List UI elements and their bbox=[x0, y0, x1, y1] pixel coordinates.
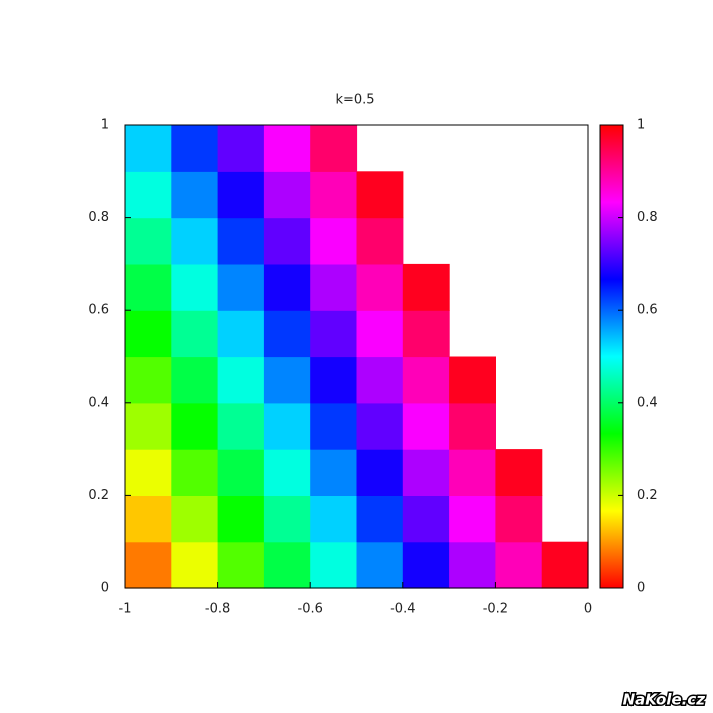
heatmap-cell bbox=[356, 449, 404, 496]
watermark: NaKole.cz bbox=[623, 691, 706, 709]
heatmap-cell bbox=[356, 310, 404, 358]
heatmap-cell bbox=[356, 541, 404, 589]
heatmap-cell bbox=[125, 263, 172, 311]
heatmap-cell bbox=[495, 541, 543, 589]
heatmap-cell bbox=[125, 217, 172, 265]
x-tick-label: -0.2 bbox=[483, 602, 508, 617]
heatmap-cell bbox=[217, 217, 265, 265]
heatmap-cell bbox=[263, 171, 311, 219]
heatmap-cell bbox=[449, 541, 496, 589]
heatmap-cell bbox=[356, 402, 404, 450]
x-tick-label: -0.6 bbox=[298, 602, 323, 617]
heatmap-cell bbox=[171, 125, 219, 172]
heatmap-cell bbox=[217, 402, 265, 450]
colorbar bbox=[599, 124, 624, 589]
y-tick-label: 0.2 bbox=[88, 488, 109, 503]
heatmap-cell bbox=[263, 495, 311, 543]
y-tick-label: 0.4 bbox=[88, 395, 109, 410]
colorbar-tick-label: 0.8 bbox=[637, 210, 658, 225]
heatmap-cell bbox=[263, 310, 311, 358]
heatmap-cell bbox=[125, 310, 172, 358]
heatmap-cell bbox=[171, 217, 219, 265]
heatmap-cell bbox=[171, 310, 219, 358]
chart-title: k=0.5 bbox=[335, 93, 374, 108]
heatmap-cell bbox=[125, 402, 172, 450]
heatmap-cell bbox=[171, 495, 219, 543]
heatmap-cell bbox=[310, 495, 358, 543]
heatmap-cell bbox=[356, 356, 404, 404]
heatmap-cell bbox=[171, 449, 219, 496]
heatmap-cell bbox=[217, 310, 265, 358]
x-tick-label: -1 bbox=[119, 602, 132, 617]
heatmap-cell bbox=[402, 356, 450, 404]
heatmap-cell bbox=[356, 171, 404, 219]
heatmap-cell bbox=[263, 217, 311, 265]
heatmap-cell bbox=[263, 125, 311, 172]
heatmap-cell bbox=[310, 356, 358, 404]
x-tick-label: 0 bbox=[584, 602, 592, 617]
colorbar-tick-label: 0.4 bbox=[637, 395, 658, 410]
heatmap-cell bbox=[125, 356, 172, 404]
x-tick-label: -0.8 bbox=[205, 602, 230, 617]
heatmap-cell bbox=[310, 449, 358, 496]
heatmap-cell bbox=[541, 541, 589, 589]
heatmap-cell bbox=[263, 356, 311, 404]
heatmap-cell bbox=[449, 495, 496, 543]
heatmap-cell bbox=[217, 356, 265, 404]
heatmap-cell bbox=[310, 171, 358, 219]
x-tick-label: -0.4 bbox=[390, 602, 415, 617]
heatmap-cell bbox=[125, 495, 172, 543]
heatmap-cell bbox=[125, 449, 172, 496]
heatmap-cell bbox=[171, 171, 219, 219]
heatmap-cell bbox=[263, 449, 311, 496]
colorbar-tick-label: 1 bbox=[637, 118, 645, 133]
heatmap-cell bbox=[402, 541, 450, 589]
y-tick-label: 1 bbox=[101, 118, 109, 133]
heatmap-cell bbox=[125, 171, 172, 219]
heatmap-cell bbox=[171, 541, 219, 589]
colorbar-tick-label: 0.6 bbox=[637, 303, 658, 318]
heatmap-cell bbox=[402, 495, 450, 543]
heatmap-cell bbox=[449, 356, 496, 404]
y-tick-label: 0 bbox=[101, 581, 109, 596]
colorbar-tick-label: 0.2 bbox=[637, 488, 658, 503]
heatmap-cell bbox=[495, 495, 543, 543]
heatmap-cell bbox=[263, 263, 311, 311]
heatmap-cell bbox=[356, 217, 404, 265]
heatmap-cell bbox=[310, 125, 358, 172]
heatmap-cell bbox=[217, 449, 265, 496]
heatmap-cell bbox=[495, 449, 543, 496]
y-tick-label: 0.8 bbox=[88, 210, 109, 225]
heatmap-cell bbox=[217, 263, 265, 311]
heatmap-cell bbox=[263, 541, 311, 589]
heatmap-cell bbox=[402, 402, 450, 450]
heatmap-cell bbox=[402, 263, 450, 311]
colorbar-tick-label: 0 bbox=[637, 581, 645, 596]
heatmap-cell bbox=[356, 263, 404, 311]
heatmap-cell bbox=[125, 125, 172, 172]
heatmap-cell bbox=[171, 263, 219, 311]
plot-frame bbox=[124, 124, 589, 589]
heatmap-cell bbox=[310, 310, 358, 358]
heatmap-cell bbox=[310, 263, 358, 311]
heatmap-cell bbox=[449, 402, 496, 450]
heatmap-cell bbox=[125, 541, 172, 589]
heatmap-cell bbox=[310, 217, 358, 265]
heatmap-cell bbox=[217, 495, 265, 543]
heatmap-cell bbox=[402, 310, 450, 358]
y-tick-label: 0.6 bbox=[88, 303, 109, 318]
heatmap-cell bbox=[310, 402, 358, 450]
heatmap-cell bbox=[402, 449, 450, 496]
heatmap-cell bbox=[310, 541, 358, 589]
heatmap-cell bbox=[171, 402, 219, 450]
heatmap-cell bbox=[356, 495, 404, 543]
heatmap-cell bbox=[449, 449, 496, 496]
heatmap-cell bbox=[217, 125, 265, 172]
heatmap-cell bbox=[217, 171, 265, 219]
heatmap-cell bbox=[217, 541, 265, 589]
heatmap-cell bbox=[263, 402, 311, 450]
heatmap-cell bbox=[171, 356, 219, 404]
